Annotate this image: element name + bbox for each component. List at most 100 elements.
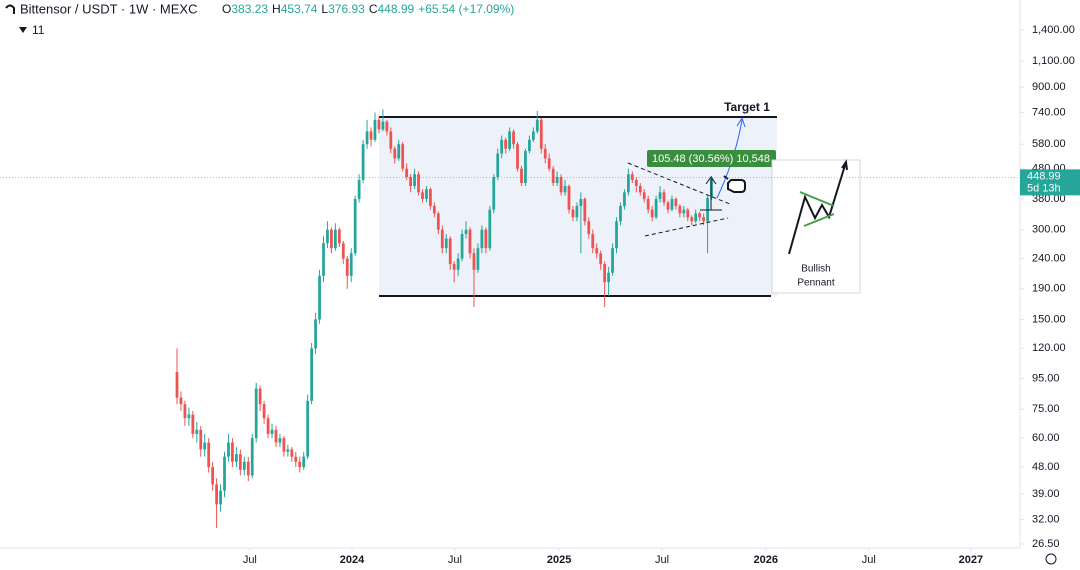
candle-body <box>551 168 555 183</box>
candle-body <box>211 467 215 485</box>
settings-icon[interactable] <box>1045 553 1057 565</box>
candle-body <box>524 151 527 183</box>
candle-body <box>531 131 535 140</box>
candle-body <box>539 119 543 149</box>
pattern-label-1: Bullish <box>801 264 830 275</box>
candle-body <box>278 438 282 443</box>
pattern-lower <box>803 213 835 227</box>
candles <box>175 109 713 528</box>
candle-body <box>678 205 682 214</box>
candle-body <box>238 454 242 470</box>
candle-body <box>500 139 504 154</box>
candle-body <box>349 253 353 276</box>
y-tick-label: 26.50 <box>1032 538 1060 550</box>
y-tick-label: 1,400.00 <box>1032 24 1075 36</box>
candle-body <box>429 189 432 206</box>
candle-body <box>682 209 686 214</box>
candle-body <box>353 198 357 254</box>
candle-body <box>306 400 310 457</box>
y-tick-label: 190.00 <box>1032 283 1066 295</box>
candle-body <box>246 461 250 476</box>
candle-body <box>203 442 207 450</box>
quote-value: 376.93 <box>328 2 365 16</box>
candle-body <box>310 348 314 401</box>
candle-body <box>448 238 452 265</box>
candle-body <box>476 248 480 270</box>
candle-body <box>480 229 484 249</box>
quote-key: H <box>272 2 281 16</box>
candle-body <box>464 229 468 235</box>
candle-body <box>630 174 634 180</box>
header: Bittensor / USDT · 1W · MEXC O383.23 H453… <box>5 1 514 37</box>
drawings-front: 105.48 (30.56%) 10,548 Target 1 Bullish … <box>627 100 861 294</box>
candle-body <box>563 186 567 193</box>
candle-body <box>302 456 306 468</box>
candle-body <box>535 119 539 132</box>
candle-body <box>579 198 583 206</box>
candle-body <box>227 442 230 457</box>
measure-label: 105.48 (30.56%) 10,548 <box>652 153 770 165</box>
candle-body <box>666 202 670 210</box>
candle-body <box>694 213 698 222</box>
pattern-upper <box>799 191 835 207</box>
y-tick-label: 120.00 <box>1032 342 1066 354</box>
candle-body <box>242 461 246 470</box>
candle-body <box>646 198 650 210</box>
candle-body <box>508 131 511 149</box>
x-tick-label: Jul <box>448 554 462 566</box>
x-tick-label: Jul <box>243 554 257 566</box>
candle-body <box>472 253 476 270</box>
y-tick-label: 75.00 <box>1032 403 1060 415</box>
candle-body <box>488 209 492 249</box>
candle-body <box>587 221 591 235</box>
candle-body <box>215 484 218 505</box>
candle-body <box>365 131 369 145</box>
candle-body <box>615 221 618 249</box>
candle-body <box>634 179 638 187</box>
y-tick-label: 48.00 <box>1032 461 1060 473</box>
candle-body <box>274 429 278 443</box>
toggle-icon[interactable] <box>19 27 27 33</box>
candle-body <box>250 438 254 476</box>
candle-body <box>421 192 424 199</box>
candle-body <box>417 174 420 193</box>
candle-body <box>650 209 654 218</box>
quote-key: O <box>222 2 231 16</box>
candle-body <box>583 198 587 222</box>
candle-body <box>547 158 551 169</box>
candle-body <box>175 371 179 398</box>
candle-body <box>607 272 610 283</box>
candle-body <box>195 429 199 434</box>
y-tick-label: 32.00 <box>1032 513 1060 525</box>
x-tick-label: Jul <box>655 554 669 566</box>
candle-body <box>377 119 381 130</box>
candle-body <box>357 179 361 199</box>
quote-value: 383.23 <box>231 2 268 16</box>
indicator-count: 11 <box>32 23 45 37</box>
target-label: Target 1 <box>724 100 770 114</box>
candle-body <box>520 168 523 183</box>
candle-body <box>670 198 674 210</box>
candle-body <box>496 153 500 178</box>
last-price-tag <box>1020 169 1080 196</box>
countdown-label: 5d 13h <box>1027 182 1061 194</box>
y-tick-label: 380.00 <box>1032 193 1066 205</box>
candle-body <box>341 243 345 259</box>
candle-body <box>638 186 642 193</box>
candle-body <box>674 198 678 206</box>
candle-body <box>373 119 377 140</box>
candle-body <box>389 131 393 149</box>
measure-arrow <box>705 176 717 185</box>
y-tick-label: 1,100.00 <box>1032 55 1075 67</box>
candle-body <box>345 258 349 276</box>
candle-body <box>702 217 706 222</box>
candle-body <box>571 209 575 218</box>
candle-body <box>468 229 472 254</box>
candle-body <box>658 192 662 199</box>
candle-body <box>599 253 603 265</box>
candle-body <box>444 238 448 249</box>
candle-body <box>361 144 365 180</box>
candle-body <box>555 177 559 183</box>
quote-key: L <box>321 2 328 16</box>
candle-body <box>369 131 373 140</box>
